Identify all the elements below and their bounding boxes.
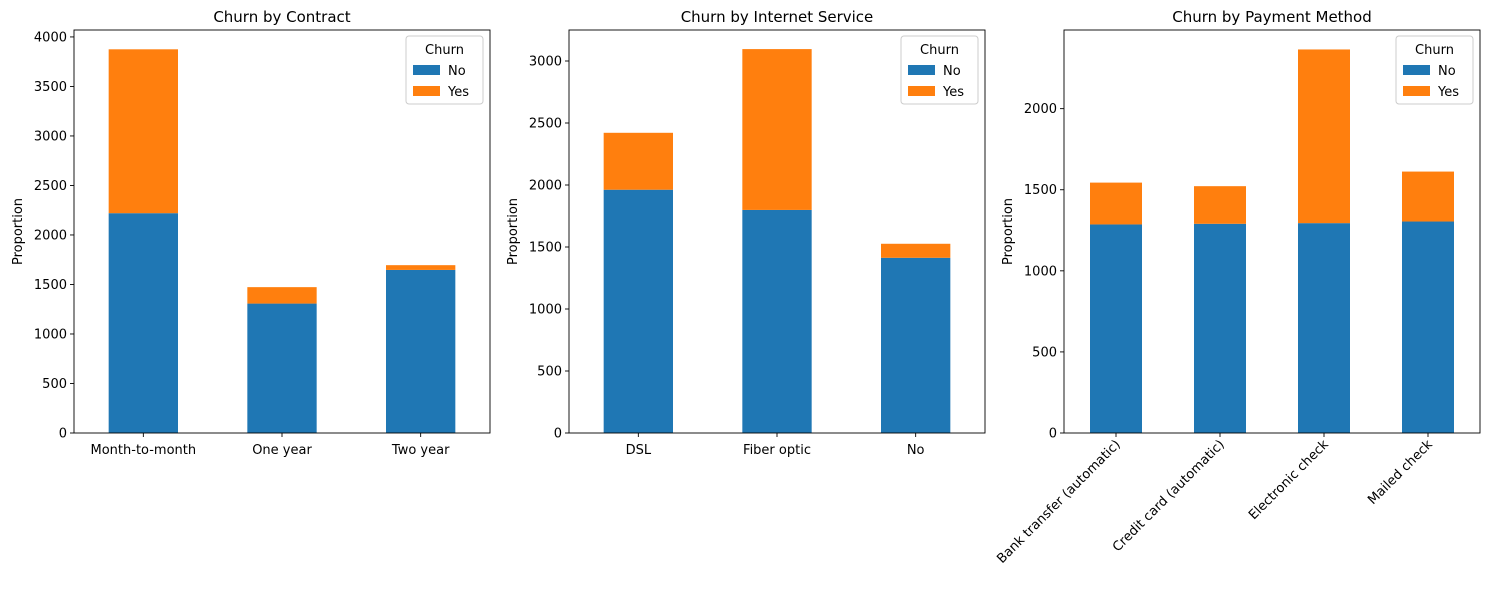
bar-no-3: [386, 269, 456, 433]
y-tick-label: 500: [537, 365, 562, 380]
legend-swatch-no: [908, 65, 935, 75]
bar-yes-2: [1194, 186, 1246, 224]
y-axis-label: Proportion: [506, 198, 521, 265]
bar-no-2: [742, 209, 812, 433]
x-tick-label: One year: [252, 443, 312, 458]
bar-yes-2: [742, 49, 812, 210]
legend-swatch-yes: [413, 86, 440, 96]
y-tick-label: 500: [1032, 345, 1057, 360]
x-tick-label: Fiber optic: [743, 443, 811, 458]
chart-panel-1: 0 500 1000 1500 2000 2500 3000 3500 4000 Month-to…: [11, 8, 491, 458]
legend-label-no: No: [943, 64, 961, 79]
y-tick-label: 3000: [529, 55, 562, 70]
legend: Churn No Yes: [405, 35, 484, 105]
legend-label-yes: Yes: [942, 85, 964, 100]
legend-label-no: No: [1438, 64, 1456, 79]
bar-yes-1: [1090, 182, 1142, 225]
y-tick-label: 2000: [34, 228, 67, 243]
bar-no-2: [247, 303, 317, 433]
bar-no-3: [881, 257, 951, 433]
y-tick-label: 2000: [1024, 102, 1057, 117]
y-tick-label: 1000: [529, 303, 562, 318]
bar-yes-1: [603, 132, 673, 190]
bar-yes-2: [247, 287, 317, 304]
y-tick-label: 1000: [34, 327, 67, 342]
legend: Churn No Yes: [900, 35, 979, 105]
chart-panel-3: 0 500 1000 1500 2000 Bank transfer (automatic…: [994, 8, 1481, 567]
legend-title: Churn: [1415, 43, 1454, 58]
x-tick-label: Two year: [391, 443, 450, 458]
y-tick-label: 0: [59, 427, 67, 442]
chart-title: Churn by Payment Method: [1172, 8, 1372, 26]
bar-no-1: [603, 189, 673, 433]
y-tick-label: 2500: [529, 117, 562, 132]
y-tick-label: 1000: [1024, 264, 1057, 279]
legend-swatch-yes: [1403, 86, 1430, 96]
x-tick-label: No: [907, 443, 925, 458]
legend-swatch-no: [1403, 65, 1430, 75]
legend-label-no: No: [448, 64, 466, 79]
y-tick-label: 3000: [34, 129, 67, 144]
y-tick-label: 0: [554, 427, 562, 442]
plot-frame: [1063, 29, 1481, 434]
y-axis-label: Proportion: [1001, 198, 1016, 265]
y-tick-label: 1500: [1024, 183, 1057, 198]
bar-no-1: [108, 213, 178, 433]
y-tick-label: 2000: [529, 179, 562, 194]
legend-title: Churn: [920, 43, 959, 58]
x-tick-label: Bank transfer (automatic): [994, 437, 1124, 567]
chart-title: Churn by Contract: [213, 8, 350, 26]
bar-no-3: [1298, 223, 1350, 433]
bar-yes-3: [1298, 49, 1350, 224]
x-tick-label: Credit card (automatic): [1110, 437, 1228, 555]
legend-label-yes: Yes: [1437, 85, 1459, 100]
chart-panel-2: 0 500 1000 1500 2000 2500 3000 DSL Fiber optic No…: [506, 8, 986, 458]
y-tick-label: 2500: [34, 179, 67, 194]
bar-yes-3: [881, 243, 951, 258]
x-tick-label: DSL: [626, 443, 652, 458]
legend-swatch-yes: [908, 86, 935, 96]
y-tick-label: 0: [1049, 427, 1057, 442]
y-tick-label: 3500: [34, 80, 67, 95]
y-axis-label: Proportion: [11, 198, 26, 265]
y-tick-label: 1500: [34, 278, 67, 293]
bar-no-1: [1090, 224, 1142, 433]
bar-yes-1: [108, 49, 178, 214]
bar-yes-4: [1402, 171, 1454, 222]
bar-no-4: [1402, 221, 1454, 433]
chart-title: Churn by Internet Service: [681, 8, 874, 26]
y-tick-label: 1500: [529, 241, 562, 256]
legend: Churn No Yes: [1395, 35, 1474, 105]
bar-no-2: [1194, 223, 1246, 433]
x-tick-label: Month-to-month: [91, 443, 197, 458]
y-tick-label: 500: [42, 377, 67, 392]
y-tick-label: 4000: [34, 30, 67, 45]
legend-label-yes: Yes: [447, 85, 469, 100]
x-tick-label: Electronic check: [1246, 437, 1332, 523]
legend-title: Churn: [425, 43, 464, 58]
bar-yes-3: [386, 265, 456, 270]
x-tick-label: Mailed check: [1365, 437, 1436, 508]
legend-swatch-no: [413, 65, 440, 75]
